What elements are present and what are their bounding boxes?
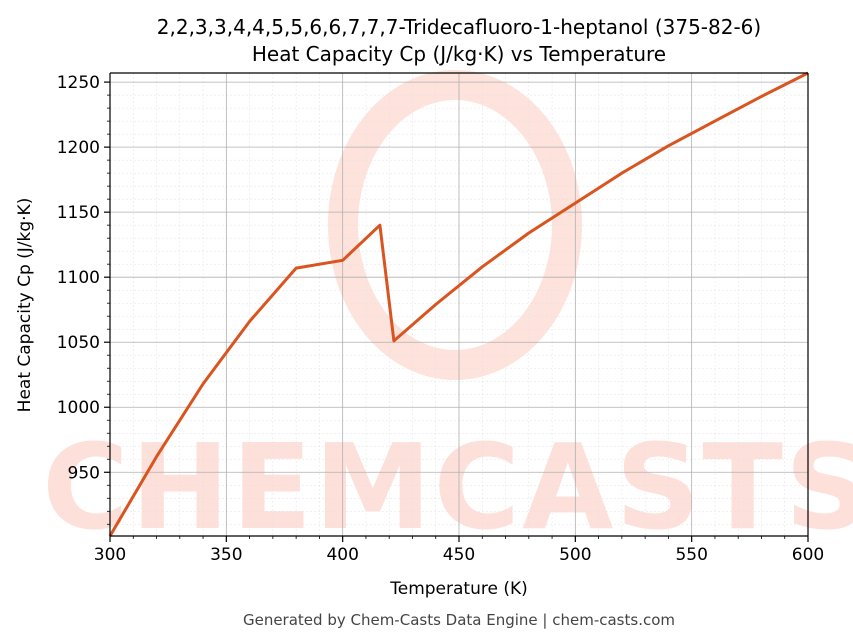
- y-tick-label: 950: [68, 463, 100, 483]
- y-tick-label: 1000: [57, 398, 100, 418]
- chart-subtitle: Heat Capacity Cp (J/kg·K) vs Temperature: [252, 42, 666, 66]
- y-ticks: 950 1000 1050 1100 1150 1200 1250: [57, 73, 110, 525]
- y-tick-label: 1250: [57, 73, 100, 93]
- x-tick-label: 450: [443, 545, 475, 565]
- major-grid: [109, 73, 809, 536]
- x-tick-label: 300: [94, 545, 126, 565]
- y-tick-label: 1050: [57, 333, 100, 353]
- footer-credit: Generated by Chem-Casts Data Engine | ch…: [243, 611, 675, 629]
- x-tick-label: 550: [675, 545, 707, 565]
- x-tick-label: 400: [326, 545, 358, 565]
- x-tick-label: 500: [559, 545, 591, 565]
- x-axis-title: Temperature (K): [389, 579, 528, 599]
- y-axis-title: Heat Capacity Cp (J/kg·K): [15, 198, 35, 413]
- x-tick-label: 600: [792, 545, 824, 565]
- chart-title: 2,2,3,3,4,4,5,5,6,6,7,7,7-Tridecafluoro-…: [157, 15, 761, 39]
- y-tick-label: 1150: [57, 203, 100, 223]
- y-tick-label: 1100: [57, 268, 100, 288]
- series-line: [108, 71, 809, 537]
- y-tick-label: 1200: [57, 138, 100, 158]
- x-ticks: 300 350 400 450 500 550 600: [94, 536, 824, 565]
- watermark-text: CHEMCASTS: [42, 418, 853, 556]
- watermark-logo: CHEMCASTS: [42, 70, 853, 556]
- x-tick-label: 350: [210, 545, 242, 565]
